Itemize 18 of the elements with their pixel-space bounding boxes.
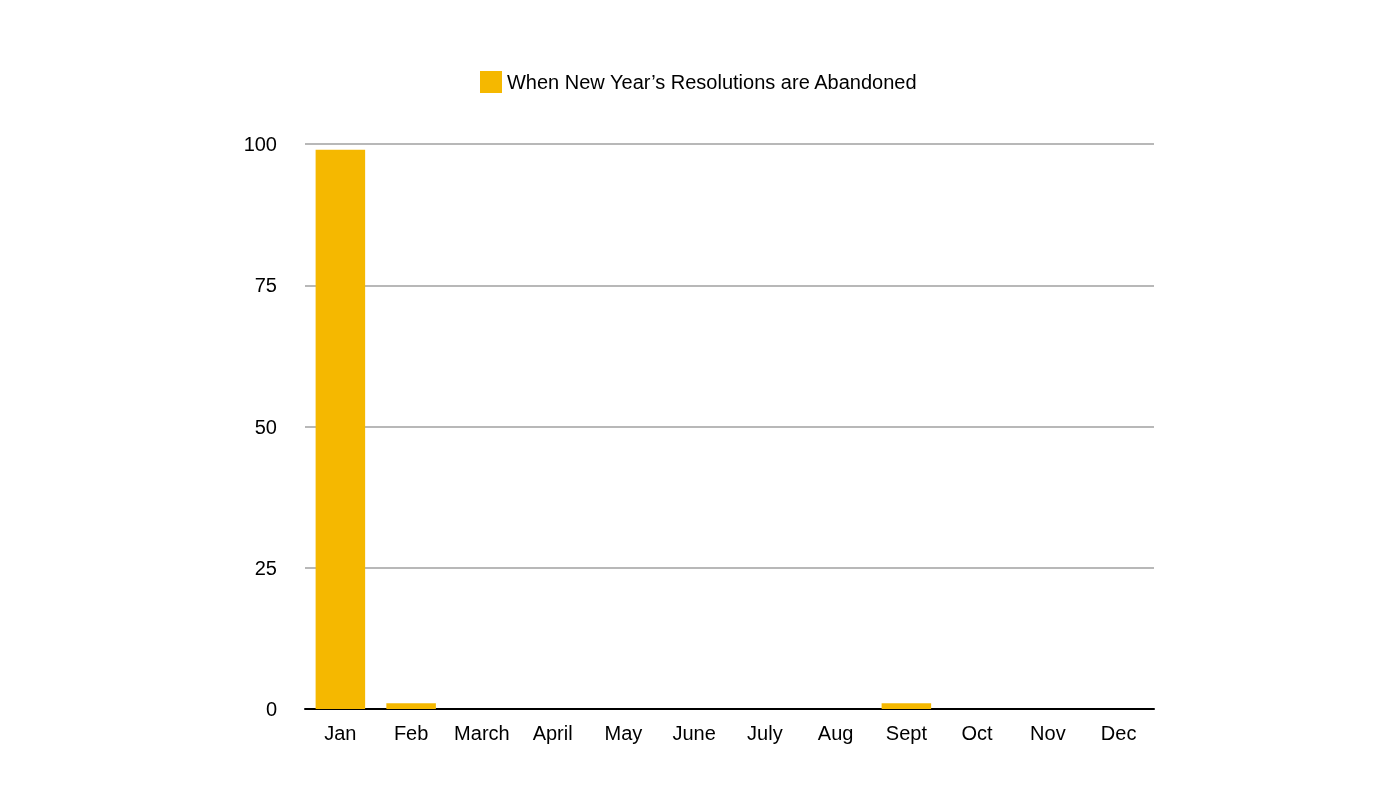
y-tick-label: 100 — [243, 133, 277, 155]
x-tick-label: June — [672, 722, 716, 744]
y-tick-label: 25 — [254, 556, 277, 579]
y-tick-label: 75 — [254, 274, 277, 297]
x-tick-label: May — [604, 722, 643, 744]
x-tick-label: Jan — [324, 722, 357, 744]
x-tick-label: April — [532, 722, 573, 744]
x-tick-label: Nov — [1030, 722, 1066, 744]
x-tick-label: Sept — [885, 722, 928, 744]
x-tick-label: Aug — [817, 722, 854, 744]
x-tick-label: Feb — [393, 722, 429, 744]
x-tick-label: March — [454, 722, 510, 744]
legend-label: When New Year’s Resolutions are Abandoned — [507, 71, 917, 93]
x-tick-label: Oct — [961, 722, 994, 744]
x-tick-label: July — [747, 722, 783, 744]
y-tick-label: 50 — [254, 415, 277, 438]
y-tick-label: 0 — [265, 698, 277, 720]
x-tick-label: Dec — [1100, 722, 1137, 744]
